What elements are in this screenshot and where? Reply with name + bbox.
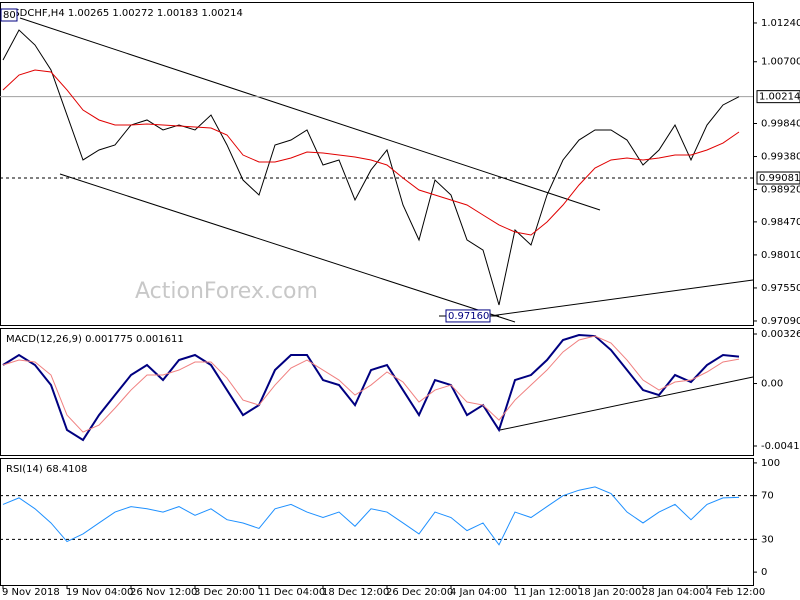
y-tick-label: 1.00700: [761, 57, 800, 68]
y-tick-label: 100: [761, 458, 780, 469]
series-line: [2, 486, 740, 546]
panel-frame: [0, 328, 754, 456]
series-line: [2, 333, 740, 442]
y-tick-label: 30: [761, 534, 774, 545]
macd-trend-line: [499, 376, 754, 431]
panel-frame: [0, 2, 754, 326]
x-tick-label: 11 Jan 12:00: [514, 587, 577, 598]
panel-frame: [0, 458, 754, 586]
y-tick-label: 0.97090: [761, 316, 800, 327]
channel-line: [59, 173, 516, 323]
x-tick-label: 26 Dec 20:00: [386, 587, 453, 598]
level-label: 1.00214: [759, 92, 800, 103]
series-line: [2, 29, 740, 306]
low-label: 0.97160: [448, 311, 489, 322]
x-tick-label: 4 Feb 12:00: [706, 587, 765, 598]
low-label-box: [445, 309, 491, 323]
panel-title: RSI(14) 68.4108: [6, 464, 87, 475]
panel-title: USDCHF,H4 1.00265 1.00272 1.00183 1.0021…: [6, 8, 243, 19]
level-label-box: [756, 171, 800, 185]
y-tick-label: -0.004119: [761, 441, 800, 452]
series-line: [2, 69, 740, 236]
y-tick-label: 0.00: [761, 379, 783, 390]
series-line: [2, 335, 740, 433]
level-label-box: [756, 90, 800, 104]
x-tick-label: 26 Nov 12:00: [130, 587, 197, 598]
y-tick-label: 0.97550: [761, 283, 800, 294]
x-tick-label: 19 Nov 04:00: [66, 587, 133, 598]
x-tick-label: 9 Nov 2018: [2, 587, 60, 598]
support-line: [489, 279, 754, 317]
x-tick-label: 11 Dec 04:00: [258, 587, 325, 598]
x-tick-label: 18 Dec 12:00: [322, 587, 389, 598]
x-tick-label: 4 Jan 04:00: [450, 587, 507, 598]
x-tick-label: 28 Jan 04:00: [642, 587, 705, 598]
y-tick-label: 0: [761, 567, 767, 578]
x-tick-label: 18 Jan 20:00: [578, 587, 641, 598]
y-tick-label: 70: [761, 491, 774, 502]
corner-label: 80: [3, 10, 16, 21]
y-tick-label: 0.98920: [761, 185, 800, 196]
y-tick-label: 0.99840: [761, 119, 800, 130]
corner-label-box: [0, 8, 18, 22]
x-tick-label: 3 Dec 20:00: [194, 587, 255, 598]
y-tick-label: 0.98010: [761, 250, 800, 261]
y-tick-label: 0.99380: [761, 152, 800, 163]
level-label: 0.99081: [759, 173, 800, 184]
channel-line: [19, 17, 601, 211]
panel-title: MACD(12,26,9) 0.001775 0.001611: [6, 334, 184, 345]
watermark: ActionForex.com: [135, 279, 318, 304]
y-tick-label: 0.98470: [761, 217, 800, 228]
y-tick-label: 1.01240: [761, 18, 800, 29]
y-tick-label: 0.003265: [761, 329, 800, 340]
